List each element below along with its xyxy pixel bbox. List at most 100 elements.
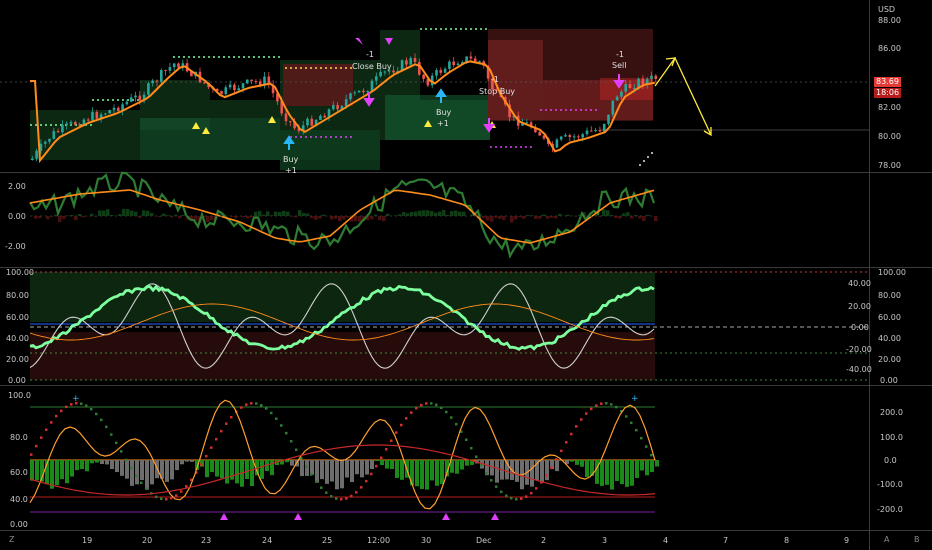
log-scale-button[interactable]: B	[914, 535, 920, 544]
trend-dot	[200, 463, 203, 466]
histogram-bar	[600, 460, 604, 486]
histogram-bar	[190, 216, 194, 221]
price-axis[interactable]: USD 86.00 88.00 80.00 78.00 82.00	[878, 5, 901, 170]
histogram-bar	[142, 210, 146, 216]
svg-text:100.00: 100.00	[878, 268, 906, 277]
candle-body	[590, 130, 593, 132]
candle-body	[323, 115, 326, 118]
histogram-bar	[645, 460, 649, 476]
histogram-bar	[454, 210, 458, 216]
histogram-bar	[566, 214, 570, 216]
candle-body	[220, 91, 223, 95]
rsi-line	[29, 284, 655, 351]
svg-text:60.00: 60.00	[6, 313, 29, 322]
buy-value-2: +1	[437, 119, 449, 128]
candle-body	[168, 67, 172, 71]
oscillator-pane-1[interactable]: 2.00 0.00 -2.00	[5, 171, 658, 259]
histogram-bar	[225, 460, 229, 484]
candle-body	[181, 63, 185, 68]
histogram-bar	[230, 460, 234, 480]
histogram-bar	[55, 460, 59, 486]
time-axis[interactable]: 19 20 23 24 25 12:00 30 Dec 2 3 4 7 8 9	[82, 536, 849, 545]
zoom-reset-button[interactable]: Z	[9, 535, 15, 544]
candle-body	[203, 82, 206, 84]
histogram-bar	[338, 216, 342, 222]
trend-dot	[120, 450, 123, 453]
trend-dot	[605, 402, 608, 405]
candle-body	[108, 110, 111, 114]
histogram-bar	[35, 460, 39, 481]
svg-text:80.00: 80.00	[6, 291, 29, 300]
trend-dot	[320, 486, 323, 489]
histogram-bar	[105, 460, 109, 465]
svg-text:20.00: 20.00	[878, 355, 901, 364]
trend-dot	[390, 439, 393, 442]
time-label: 19	[82, 536, 92, 545]
candle-body	[628, 84, 632, 89]
histogram-bar	[490, 216, 494, 222]
pane3-left-axis: 100.00 80.00 60.00 40.00 20.00 0.00	[6, 268, 34, 385]
histogram-bar	[254, 211, 258, 216]
trend-dot	[170, 496, 173, 500]
candle-body	[147, 83, 150, 95]
trend-dot	[60, 409, 63, 413]
price-pane[interactable]: -1 Close Buy Buy +1 Buy +1 -1 Stop Buy -…	[0, 28, 869, 175]
trend-dot	[615, 405, 618, 409]
trend-dot	[250, 402, 253, 405]
histogram-bar	[74, 216, 78, 221]
histogram-bar	[602, 209, 606, 216]
trend-dot	[480, 463, 483, 467]
last-price-tag: 83.69	[874, 77, 901, 87]
histogram-bar	[58, 216, 62, 223]
candle-body	[353, 92, 357, 94]
volume-histogram	[30, 460, 659, 490]
histogram-bar	[334, 216, 338, 219]
candle-body	[525, 122, 529, 124]
histogram-bar	[322, 214, 326, 216]
histogram-bar	[640, 460, 644, 471]
trend-dot	[275, 417, 278, 420]
histogram-bar	[515, 460, 519, 482]
trend-dot	[55, 414, 58, 418]
trend-dot	[470, 446, 473, 450]
time-label: 7	[723, 536, 728, 545]
histogram-bar	[630, 216, 634, 219]
histogram-bar	[626, 212, 630, 216]
trend-dot	[440, 406, 443, 409]
histogram-bar	[262, 214, 266, 216]
candle-body	[78, 124, 81, 126]
histogram-bar	[194, 216, 198, 221]
svg-text:20.00: 20.00	[6, 355, 29, 364]
candle-body	[495, 89, 498, 91]
trend-dot	[410, 411, 413, 414]
buy-label: Buy	[283, 155, 299, 164]
candle-body	[99, 114, 103, 119]
auto-scale-button[interactable]: A	[884, 535, 890, 544]
candle-body	[362, 90, 365, 93]
candle-body	[452, 61, 455, 66]
oscillator-pane-3[interactable]: 100.0 80.0 60.0 40.0 0.00 200.0 100.0 0.…	[8, 391, 903, 529]
histogram-bar	[542, 214, 546, 216]
histogram-bar	[465, 460, 469, 466]
histogram-bar	[545, 460, 549, 481]
histogram-bar	[175, 460, 179, 471]
histogram-bar	[242, 216, 246, 218]
candle-body	[276, 93, 279, 102]
candle-body	[48, 138, 51, 142]
histogram-bar	[90, 460, 94, 464]
histogram-bar	[460, 460, 464, 470]
histogram-bar	[310, 216, 314, 219]
candle-body	[332, 105, 335, 110]
histogram-bar	[246, 216, 250, 219]
histogram-bar	[235, 460, 239, 484]
trend-dot	[355, 491, 358, 494]
trend-dot	[340, 497, 343, 501]
svg-text:-100.0: -100.0	[877, 480, 903, 489]
svg-text:100.0: 100.0	[880, 433, 903, 442]
histogram-bar	[138, 216, 142, 218]
trend-dot	[205, 454, 208, 458]
sell-value: -1	[616, 50, 624, 59]
oscillator-pane-2[interactable]: 100.00 80.00 60.00 40.00 20.00 0.00 40.0…	[6, 268, 906, 385]
histogram-bar	[375, 460, 379, 462]
